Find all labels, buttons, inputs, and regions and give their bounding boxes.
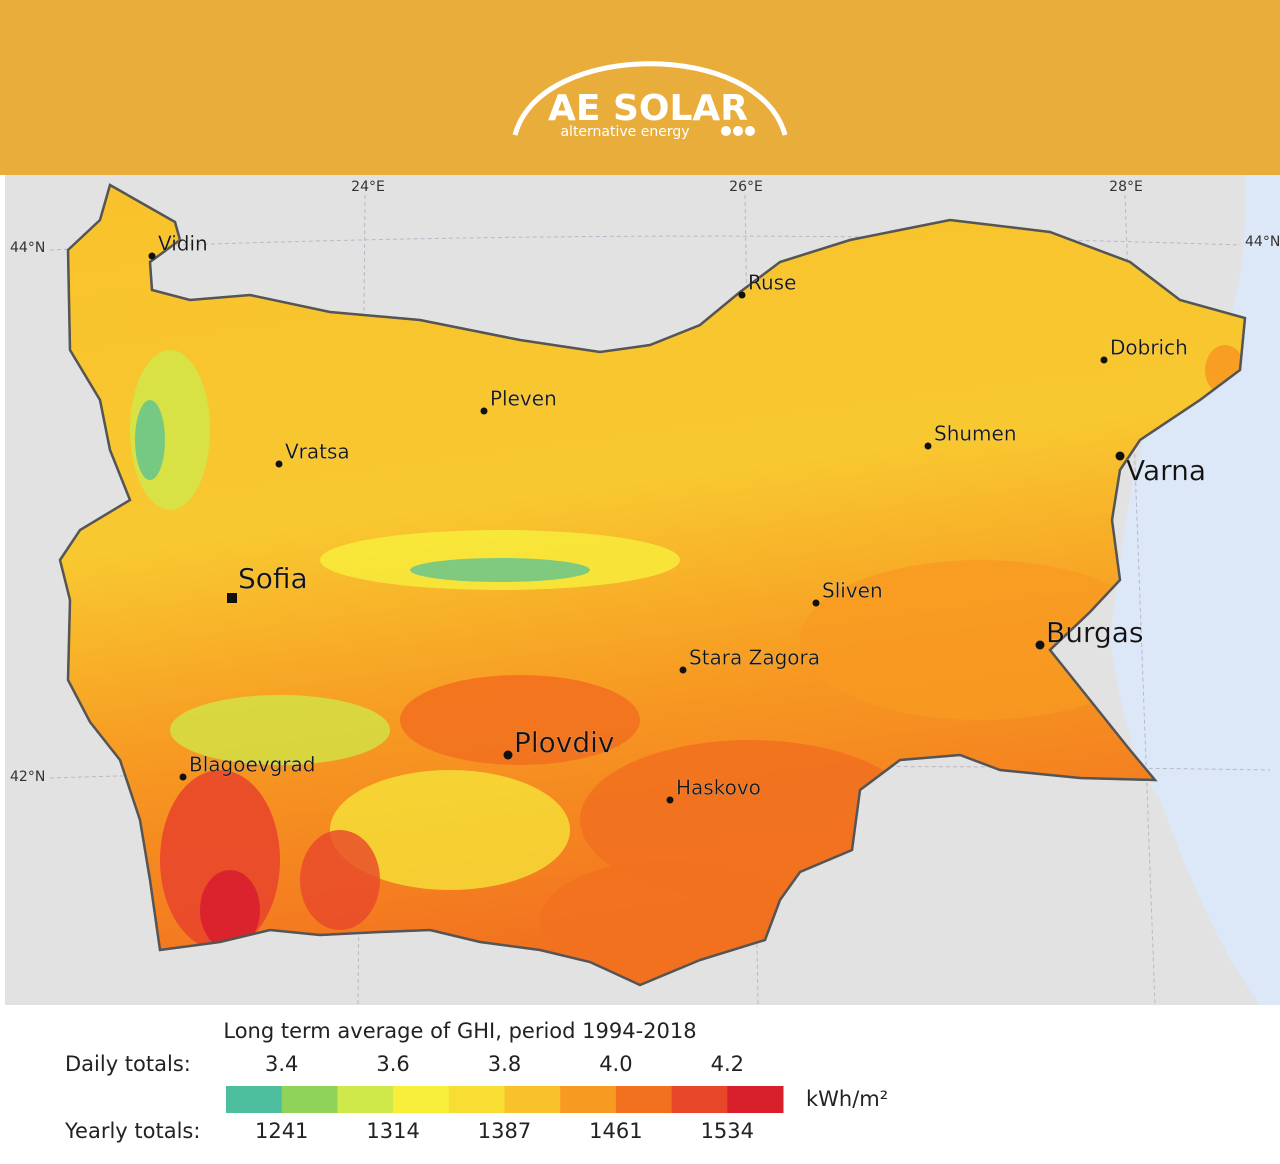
legend-yearly-tick: 1314 [366, 1119, 419, 1143]
logo-tagline: alternative energy [560, 124, 689, 140]
logo-dot [745, 126, 755, 136]
city-marker [179, 773, 187, 781]
legend-swatch [393, 1086, 450, 1113]
city-label: Blagoevgrad [189, 753, 315, 777]
city-marker [679, 666, 687, 674]
zone [300, 830, 380, 930]
zone [400, 675, 640, 765]
sea [1110, 175, 1280, 1005]
city-marker [812, 599, 820, 607]
graticule-label: 44°N [1245, 234, 1280, 250]
city-marker [480, 407, 488, 415]
legend-swatch [226, 1086, 283, 1113]
city-marker [503, 750, 513, 760]
city-label: Plovdiv [514, 726, 615, 759]
city-marker [1115, 451, 1125, 461]
zone [800, 560, 1160, 720]
zone [170, 695, 390, 765]
city-label: Ruse [748, 271, 796, 295]
city-label: Stara Zagora [689, 646, 820, 670]
legend: 3.4 3.6 3.8 4.0 4.2 1241 1314 1387 1461 1534 [226, 1052, 784, 1143]
graticule-label: 44°N [10, 240, 45, 256]
legend-unit: kWh/m² [806, 1087, 888, 1111]
legend-swatch [615, 1086, 673, 1113]
city-marker [148, 252, 156, 260]
legend-swatch [337, 1086, 394, 1113]
graticule-label: 28°E [1109, 179, 1143, 195]
logo-arc [512, 61, 788, 136]
legend-swatch [560, 1086, 617, 1113]
city-marker [1100, 356, 1108, 364]
legend-daily-tick: 3.6 [376, 1052, 409, 1076]
city-label: Pleven [490, 387, 557, 411]
legend-title: Long term average of GHI, period 1994-20… [223, 1019, 696, 1043]
city-label: Varna [1126, 454, 1206, 487]
city-label: Shumen [934, 422, 1017, 446]
legend-yearly-tick: 1534 [701, 1119, 754, 1143]
zone [200, 870, 260, 950]
legend-yearly-label: Yearly totals: [64, 1119, 200, 1143]
legend-swatch [671, 1086, 728, 1113]
city-label: Vratsa [285, 440, 350, 464]
city-label: Burgas [1046, 616, 1144, 649]
logo-brand: AE SOLAR [548, 88, 748, 129]
logo-dot [721, 126, 731, 136]
city-marker [227, 593, 237, 603]
legend-swatch [727, 1086, 784, 1113]
city-label: Haskovo [676, 776, 761, 800]
zone [135, 400, 165, 480]
zone [330, 770, 570, 890]
legend-swatch [504, 1086, 561, 1113]
legend-daily-tick: 4.2 [711, 1052, 744, 1076]
legend-daily-tick: 3.4 [265, 1052, 298, 1076]
city-marker [924, 442, 932, 450]
zone [410, 558, 590, 582]
city-label: Dobrich [1110, 336, 1188, 360]
legend-swatch [281, 1086, 338, 1113]
graticule-label: 26°E [729, 179, 763, 195]
city-marker [275, 460, 283, 468]
city-label: Sofia [238, 562, 308, 595]
legend-daily-label: Daily totals: [65, 1052, 191, 1076]
city-label: Vidin [158, 232, 208, 256]
legend-daily-tick: 4.0 [599, 1052, 632, 1076]
legend-yearly-tick: 1387 [478, 1119, 531, 1143]
header-band [0, 0, 1280, 175]
graticule-label: 24°E [351, 179, 385, 195]
cities: Vidin Ruse Dobrich Pleven Vratsa Shumen Varna S… [148, 231, 1206, 804]
legend-yearly-tick: 1241 [255, 1119, 308, 1143]
city-marker [738, 291, 746, 299]
legend-yearly-tick: 1461 [589, 1119, 642, 1143]
logo-dot [733, 126, 743, 136]
border [58, 183, 1247, 987]
irradiance-zones [130, 345, 1245, 980]
graticule-label: 42°N [10, 769, 45, 785]
legend-daily-tick: 3.8 [488, 1052, 521, 1076]
city-marker [666, 796, 674, 804]
city-marker [1035, 640, 1045, 650]
city-label: Sliven [822, 579, 883, 603]
legend-swatch [448, 1086, 505, 1113]
